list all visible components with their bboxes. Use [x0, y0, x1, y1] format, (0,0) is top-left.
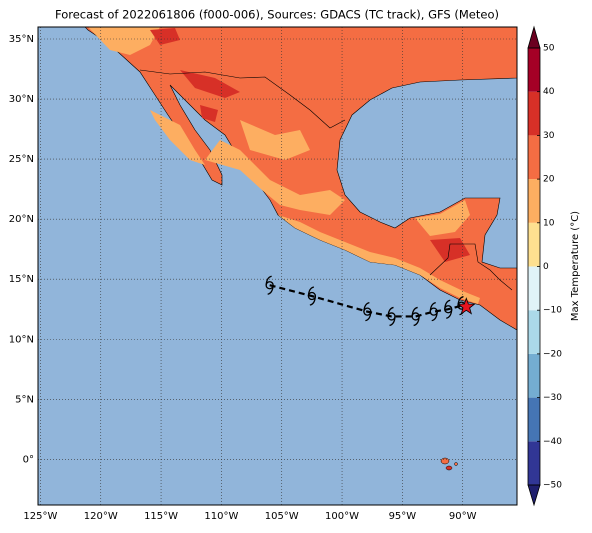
- colorbar-band: [528, 441, 540, 485]
- current-position: [457, 297, 476, 315]
- track-line: [269, 284, 462, 318]
- colorbar-band: [528, 397, 540, 442]
- storm-symbol: [429, 302, 438, 322]
- x-tick-label: 95°W: [389, 511, 417, 522]
- storm-symbol: [265, 275, 274, 295]
- colorbar-band: [528, 222, 540, 267]
- storm-symbol: [387, 306, 396, 327]
- x-tick-label: 125°W: [23, 511, 57, 522]
- x-tick-label: 120°W: [84, 511, 118, 522]
- warm-patch: [205, 140, 345, 215]
- map-frame: [37, 26, 518, 506]
- border: [429, 243, 513, 291]
- colorbar-tick-label: −20: [543, 349, 562, 359]
- colorbar-tick-label: 10: [543, 218, 555, 228]
- y-tick-label: 0°: [23, 454, 34, 465]
- axes: 125°W 120°W 115°W 110°W 105°W 100°W 95°W 90°W 0°…: [9, 34, 477, 522]
- border: [139, 69, 346, 129]
- warm-patch: [150, 110, 205, 165]
- colorbar-under: [527, 484, 541, 507]
- hot-patch: [200, 105, 218, 122]
- y-tick-label: 30°N: [9, 94, 34, 105]
- grid: [38, 27, 517, 505]
- colorbar: −50 −40 −30 −20 −10 0 10 20 30 40 50: [527, 25, 562, 507]
- land: [38, 27, 517, 505]
- y-tick-label: 20°N: [9, 214, 34, 225]
- colorbar-label: Max Temperature (°C): [570, 211, 581, 321]
- colorbar-tick-label: 0: [543, 262, 549, 272]
- colorbar-band: [528, 91, 540, 136]
- colorbar-band: [528, 48, 540, 92]
- colorbar-band: [528, 353, 540, 398]
- hot-patch: [150, 28, 180, 45]
- warm-patch: [240, 120, 310, 160]
- warm-patch: [415, 200, 470, 236]
- x-tick-label: 105°W: [265, 511, 299, 522]
- colorbar-tick-label: −40: [543, 437, 562, 447]
- colorbar-tick-label: 40: [543, 87, 555, 97]
- colorbar-over: [527, 25, 541, 49]
- y-tick-label: 10°N: [9, 334, 34, 345]
- y-tick-label: 5°N: [15, 394, 34, 405]
- warm-patch: [278, 215, 480, 304]
- hot-patch: [180, 70, 240, 98]
- colorbar-band: [528, 266, 540, 311]
- storm-symbol: [411, 306, 420, 327]
- warm-patch: [88, 27, 160, 55]
- colorbar-band: [528, 135, 540, 180]
- x-tick-label: 110°W: [204, 511, 238, 522]
- colorbar-tick-label: −50: [543, 481, 562, 491]
- colorbar-band: [528, 179, 540, 223]
- storm-symbol: [307, 286, 317, 306]
- colorbar-tick-label: −30: [543, 393, 562, 403]
- x-tick-label: 100°W: [325, 511, 359, 522]
- y-tick-label: 15°N: [9, 274, 34, 285]
- colorbar-band: [528, 310, 540, 354]
- y-tick-label: 35°N: [9, 34, 34, 45]
- storm-symbol: [363, 302, 372, 322]
- title: Forecast of 2022061806 (f000-006), Sourc…: [55, 8, 499, 22]
- colorbar-tick-label: 20: [543, 175, 555, 185]
- colorbar-tick-label: 50: [543, 44, 555, 54]
- colorbar-tick-label: −10: [543, 306, 562, 316]
- island: [445, 465, 453, 471]
- island: [440, 457, 450, 465]
- y-tick-label: 25°N: [9, 154, 34, 165]
- storm-symbol: [444, 299, 453, 319]
- x-tick-label: 90°W: [449, 511, 477, 522]
- x-tick-label: 115°W: [144, 511, 178, 522]
- colorbar-tick-label: 30: [543, 131, 555, 141]
- track: [265, 275, 476, 327]
- island: [454, 462, 458, 466]
